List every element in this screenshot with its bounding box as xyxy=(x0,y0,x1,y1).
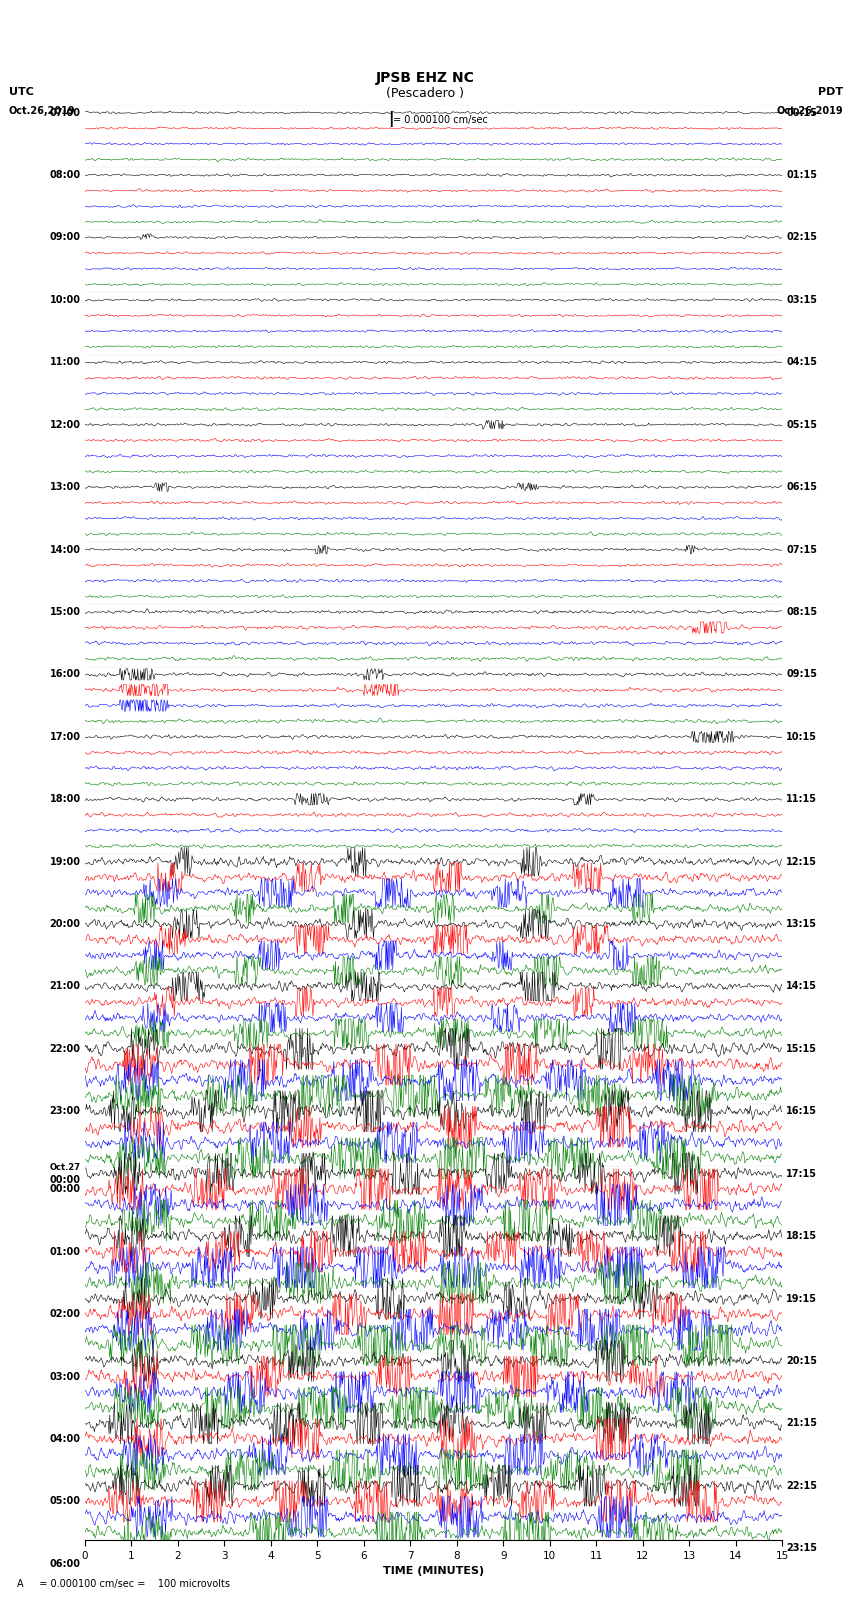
Text: 21:15: 21:15 xyxy=(786,1418,817,1429)
Text: 11:15: 11:15 xyxy=(786,794,817,805)
Text: 22:00: 22:00 xyxy=(50,1044,81,1053)
Text: 09:00: 09:00 xyxy=(50,232,81,242)
Text: A     = 0.000100 cm/sec =    100 microvolts: A = 0.000100 cm/sec = 100 microvolts xyxy=(17,1579,230,1589)
Text: 23:00: 23:00 xyxy=(50,1107,81,1116)
Text: 02:15: 02:15 xyxy=(786,232,817,242)
Text: 03:15: 03:15 xyxy=(786,295,817,305)
Text: 06:00: 06:00 xyxy=(50,1558,81,1569)
Text: Oct.27: Oct.27 xyxy=(50,1163,81,1171)
Text: 05:15: 05:15 xyxy=(786,419,817,429)
Text: 17:15: 17:15 xyxy=(786,1169,817,1179)
Text: 08:15: 08:15 xyxy=(786,606,818,618)
Text: 04:15: 04:15 xyxy=(786,358,817,368)
Text: 10:15: 10:15 xyxy=(786,732,817,742)
Text: |: | xyxy=(388,111,394,127)
Text: 18:15: 18:15 xyxy=(786,1231,818,1240)
Text: JPSB EHZ NC: JPSB EHZ NC xyxy=(376,71,474,85)
Text: 18:00: 18:00 xyxy=(49,794,81,805)
Text: 22:15: 22:15 xyxy=(786,1481,817,1490)
Text: 23:15: 23:15 xyxy=(786,1544,817,1553)
Text: 19:15: 19:15 xyxy=(786,1294,817,1303)
Text: 07:00: 07:00 xyxy=(50,108,81,118)
Text: 14:15: 14:15 xyxy=(786,981,817,992)
Text: 02:00: 02:00 xyxy=(50,1310,81,1319)
X-axis label: TIME (MINUTES): TIME (MINUTES) xyxy=(383,1566,484,1576)
Text: 13:15: 13:15 xyxy=(786,919,817,929)
Text: PDT: PDT xyxy=(818,87,843,97)
Text: 14:00: 14:00 xyxy=(50,545,81,555)
Text: 04:00: 04:00 xyxy=(50,1434,81,1444)
Text: 13:00: 13:00 xyxy=(50,482,81,492)
Text: 15:15: 15:15 xyxy=(786,1044,817,1053)
Text: 20:00: 20:00 xyxy=(50,919,81,929)
Text: 01:15: 01:15 xyxy=(786,169,817,181)
Text: 12:00: 12:00 xyxy=(50,419,81,429)
Text: Oct.26,2019: Oct.26,2019 xyxy=(8,106,75,116)
Text: 08:00: 08:00 xyxy=(49,169,81,181)
Text: = 0.000100 cm/sec: = 0.000100 cm/sec xyxy=(393,115,488,124)
Text: 16:00: 16:00 xyxy=(50,669,81,679)
Text: Oct.26,2019: Oct.26,2019 xyxy=(777,106,843,116)
Text: 03:00: 03:00 xyxy=(50,1371,81,1382)
Text: 17:00: 17:00 xyxy=(50,732,81,742)
Text: 01:00: 01:00 xyxy=(50,1247,81,1257)
Text: 00:00: 00:00 xyxy=(50,1176,81,1186)
Text: (Pescadero ): (Pescadero ) xyxy=(386,87,464,100)
Text: 10:00: 10:00 xyxy=(50,295,81,305)
Text: 21:00: 21:00 xyxy=(50,981,81,992)
Text: 20:15: 20:15 xyxy=(786,1357,817,1366)
Text: 12:15: 12:15 xyxy=(786,857,817,866)
Text: 11:00: 11:00 xyxy=(50,358,81,368)
Text: 19:00: 19:00 xyxy=(50,857,81,866)
Text: UTC: UTC xyxy=(8,87,33,97)
Text: 15:00: 15:00 xyxy=(50,606,81,618)
Text: 05:00: 05:00 xyxy=(50,1497,81,1507)
Text: 06:15: 06:15 xyxy=(786,482,817,492)
Text: 00:00: 00:00 xyxy=(50,1184,81,1194)
Text: 16:15: 16:15 xyxy=(786,1107,817,1116)
Text: 09:15: 09:15 xyxy=(786,669,817,679)
Text: 00:15: 00:15 xyxy=(786,108,817,118)
Text: 07:15: 07:15 xyxy=(786,545,817,555)
